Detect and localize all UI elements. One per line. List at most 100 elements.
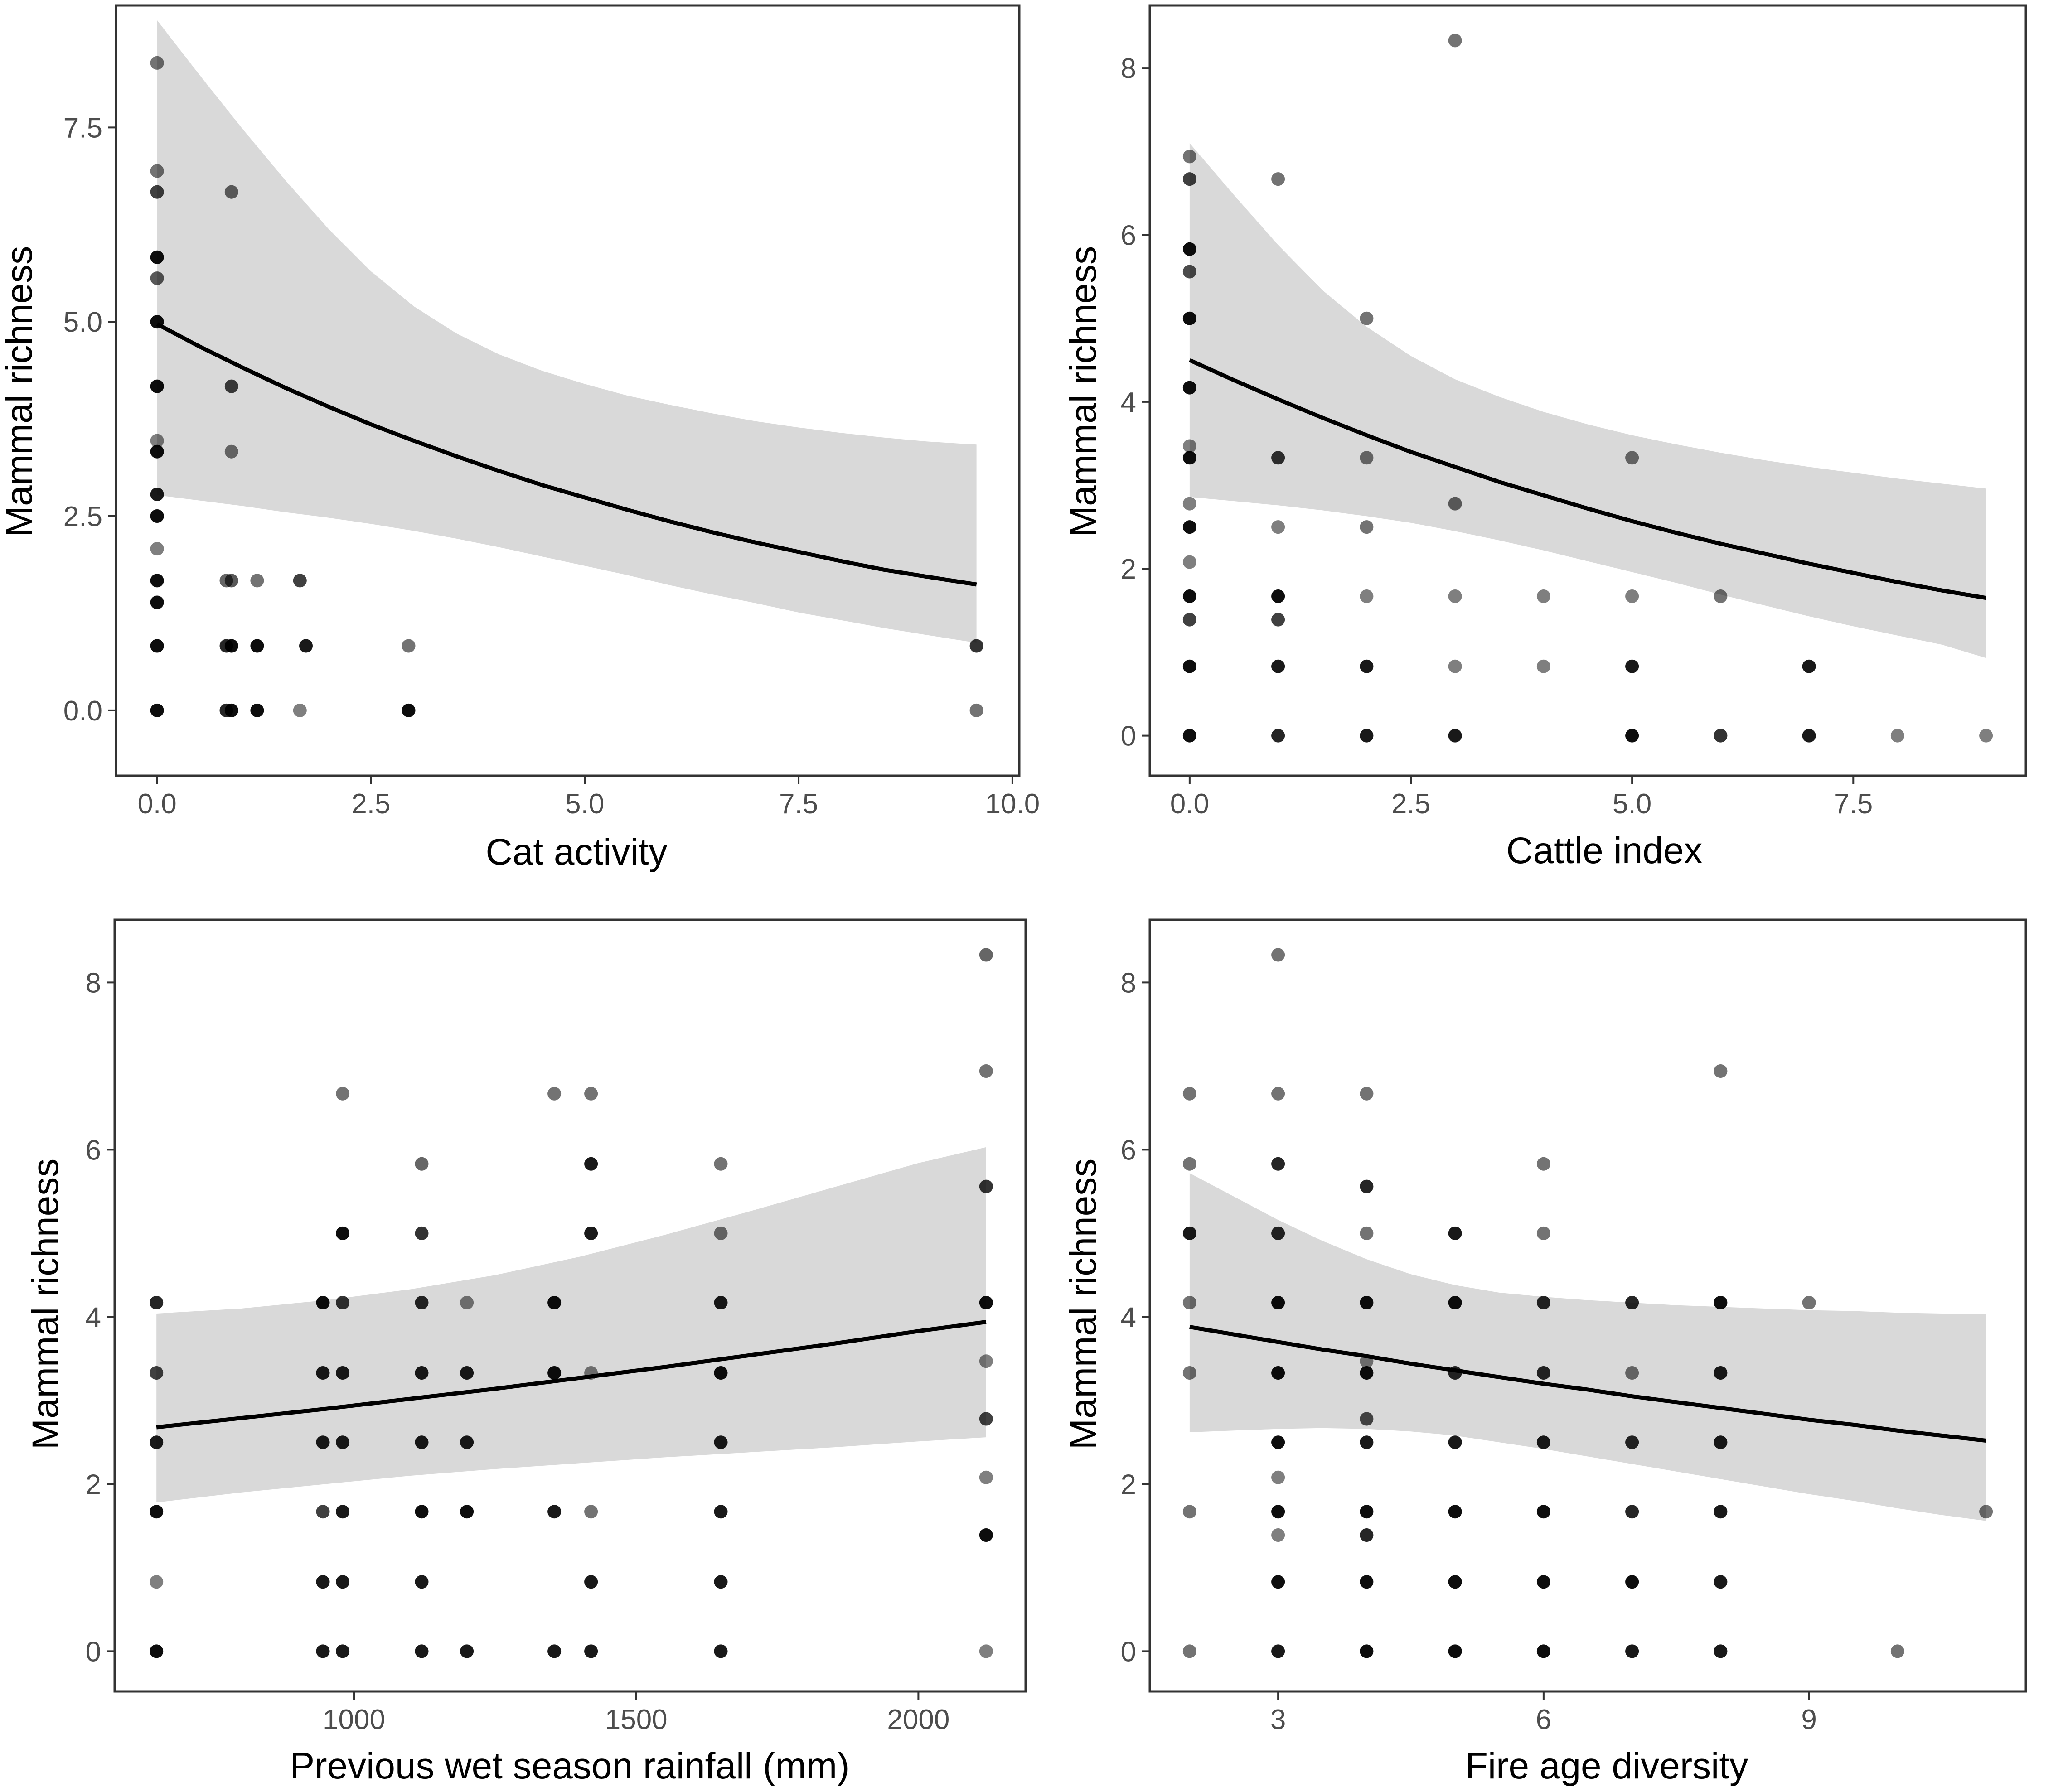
data-point bbox=[1536, 589, 1550, 603]
y-axis-title: Mammal richness bbox=[25, 1159, 66, 1449]
x-tick-label: 5.0 bbox=[565, 788, 604, 820]
data-point bbox=[1271, 1528, 1285, 1542]
data-point bbox=[150, 542, 164, 556]
y-axis-title: Mammal richness bbox=[0, 246, 40, 537]
data-point bbox=[150, 574, 164, 588]
data-point bbox=[547, 1505, 562, 1519]
data-point bbox=[1182, 1505, 1196, 1519]
data-point bbox=[1625, 1435, 1639, 1449]
data-point bbox=[1714, 1505, 1728, 1519]
data-point bbox=[1182, 172, 1196, 186]
data-point bbox=[979, 1296, 993, 1309]
x-axis-title: Previous wet season rainfall (mm) bbox=[290, 1745, 850, 1787]
data-point bbox=[1360, 1296, 1374, 1309]
x-axis: 0.0 2.5 5.0 7.5 10.0 bbox=[137, 776, 1040, 820]
data-point bbox=[1448, 497, 1462, 511]
data-point bbox=[714, 1226, 728, 1240]
data-point bbox=[1890, 1644, 1904, 1658]
data-point bbox=[150, 434, 164, 448]
data-point bbox=[1271, 948, 1285, 962]
data-point bbox=[415, 1366, 429, 1380]
data-point bbox=[979, 1064, 993, 1078]
data-point bbox=[1182, 265, 1196, 279]
data-point bbox=[1448, 1435, 1462, 1449]
y-tick-label: 8 bbox=[86, 967, 101, 999]
data-point bbox=[250, 639, 264, 653]
data-point bbox=[1448, 1575, 1462, 1589]
data-point bbox=[1625, 1296, 1639, 1309]
data-point bbox=[584, 1087, 598, 1101]
data-point bbox=[150, 639, 164, 653]
data-point bbox=[150, 1366, 164, 1380]
data-point bbox=[714, 1366, 728, 1380]
data-point bbox=[150, 56, 164, 70]
data-point bbox=[1271, 589, 1285, 603]
x-tick-label: 1500 bbox=[605, 1704, 668, 1735]
fit-line bbox=[1189, 358, 1986, 600]
data-point bbox=[1448, 1296, 1462, 1309]
x-tick-label: 2.5 bbox=[351, 788, 390, 820]
data-point bbox=[1536, 1435, 1550, 1449]
data-point bbox=[1714, 1435, 1728, 1449]
data-point bbox=[415, 1644, 429, 1658]
data-point bbox=[1182, 1644, 1196, 1658]
data-point bbox=[1271, 659, 1285, 673]
data-point bbox=[1536, 1644, 1550, 1658]
data-point bbox=[1979, 1505, 1993, 1519]
y-tick-label: 5.0 bbox=[63, 307, 102, 338]
data-point bbox=[547, 1366, 562, 1380]
data-point bbox=[1448, 1226, 1462, 1240]
data-point bbox=[1448, 1644, 1462, 1658]
data-point bbox=[1271, 1226, 1285, 1240]
data-point bbox=[1536, 1366, 1550, 1380]
data-point bbox=[150, 488, 164, 501]
data-point bbox=[336, 1296, 350, 1309]
x-tick-label: 5.0 bbox=[1613, 788, 1651, 820]
data-point bbox=[714, 1435, 728, 1449]
data-point bbox=[219, 703, 233, 717]
data-point bbox=[584, 1157, 598, 1171]
data-point bbox=[1714, 1575, 1728, 1589]
data-point bbox=[1360, 1366, 1374, 1380]
confidence-ribbon bbox=[156, 1147, 986, 1502]
data-point bbox=[1271, 1575, 1285, 1589]
data-point bbox=[224, 379, 238, 393]
data-point bbox=[1536, 1157, 1550, 1171]
data-point bbox=[1360, 1435, 1374, 1449]
panel-frame bbox=[115, 4, 1021, 777]
data-point bbox=[1714, 729, 1728, 743]
fit-line bbox=[156, 322, 977, 587]
x-axis-title: Cat activity bbox=[486, 831, 668, 873]
y-axis-title: Mammal richness bbox=[1063, 246, 1104, 537]
data-point bbox=[1182, 242, 1196, 256]
data-point bbox=[316, 1296, 330, 1309]
data-point bbox=[1182, 451, 1196, 465]
data-point bbox=[224, 444, 238, 459]
x-axis-title: Cattle index bbox=[1506, 830, 1702, 871]
confidence-ribbon bbox=[1189, 143, 1986, 658]
x-axis: 1000 1500 2000 bbox=[323, 1691, 949, 1735]
data-point bbox=[1714, 1064, 1728, 1078]
data-point bbox=[1271, 1505, 1285, 1519]
data-point bbox=[1182, 1157, 1196, 1171]
data-point bbox=[150, 271, 164, 285]
data-point bbox=[714, 1575, 728, 1589]
panel-frame bbox=[1148, 4, 2027, 777]
data-point bbox=[293, 703, 307, 717]
data-point bbox=[979, 1354, 993, 1368]
data-point bbox=[1182, 659, 1196, 673]
data-point bbox=[714, 1157, 728, 1171]
data-point bbox=[714, 1644, 728, 1658]
data-point bbox=[1625, 729, 1639, 743]
data-point bbox=[1271, 451, 1285, 465]
y-axis: 0 2 4 6 8 bbox=[1121, 967, 1150, 1667]
fit-line bbox=[156, 1320, 987, 1430]
x-tick-label: 6 bbox=[1536, 1704, 1551, 1735]
data-point bbox=[1182, 497, 1196, 511]
data-point bbox=[714, 1296, 728, 1309]
data-point bbox=[336, 1435, 350, 1449]
data-point bbox=[1182, 311, 1196, 325]
data-point bbox=[1448, 34, 1462, 48]
data-point bbox=[250, 574, 264, 588]
data-point bbox=[1360, 311, 1374, 325]
